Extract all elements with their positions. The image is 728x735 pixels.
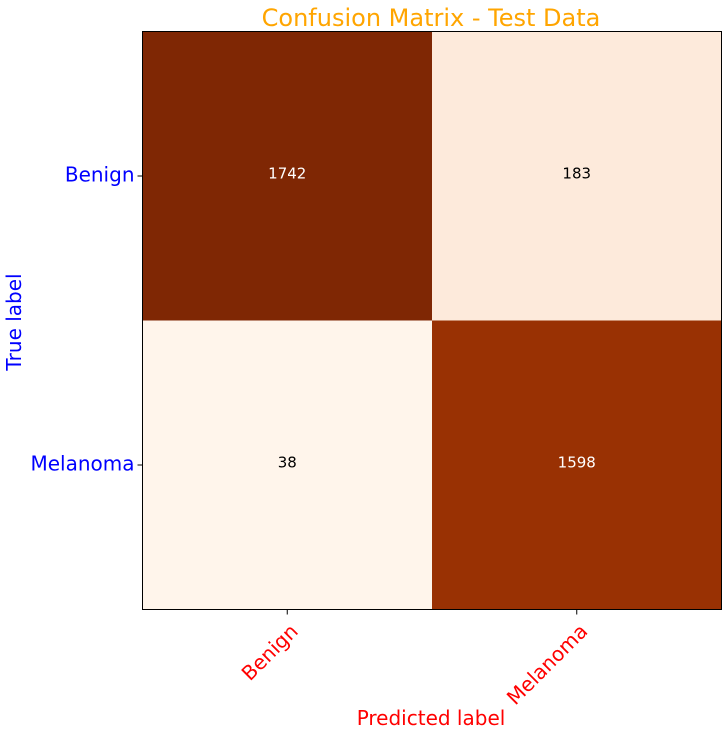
x-axis-label: Predicted label — [357, 706, 506, 730]
y-tick-label: Melanoma — [30, 452, 134, 476]
matrix-cell-1-1 — [432, 320, 722, 610]
cell-value-label: 38 — [278, 454, 297, 472]
cell-value-label: 1598 — [558, 454, 596, 472]
x-tick-label: Benign — [237, 619, 303, 685]
y-tick-label: Benign — [65, 163, 135, 187]
y-axis-label: True label — [2, 273, 26, 371]
matrix-cell-1-0 — [142, 320, 432, 610]
matrix-cell-0-0 — [142, 31, 432, 321]
plot-frame — [142, 31, 722, 610]
chart-title: Confusion Matrix - Test Data — [262, 4, 601, 32]
y-axis-ticks: Benign Melanoma — [30, 163, 143, 476]
x-tick-label: Melanoma — [502, 619, 593, 710]
matrix-cell-0-1 — [432, 31, 722, 321]
x-axis-ticks: Benign Melanoma — [237, 609, 593, 710]
cell-value-label: 1742 — [268, 165, 306, 183]
matrix-cells: 1742 183 38 1598 — [142, 31, 722, 610]
cell-value-label: 183 — [562, 165, 591, 183]
